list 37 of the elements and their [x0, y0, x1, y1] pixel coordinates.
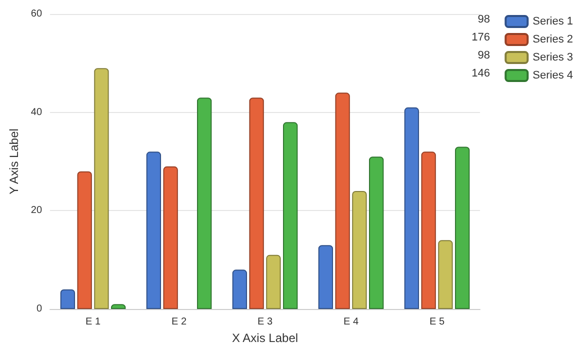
bar: [454, 146, 470, 309]
annotation: 146: [472, 68, 490, 80]
x-tick-label: E 3: [258, 316, 273, 328]
x-tick-label: E 5: [429, 316, 445, 328]
bar: [335, 92, 350, 309]
y-axis-title: Y Axis Label: [7, 128, 21, 194]
annotation: 98: [478, 14, 490, 26]
bar: [369, 156, 384, 309]
y-tick-label: 40: [30, 106, 42, 118]
x-tick-label: E 2: [172, 316, 187, 328]
x-tick-label: E 1: [86, 316, 101, 328]
bar: [352, 191, 367, 309]
bar: [404, 107, 420, 309]
legend-label: Series 2: [532, 34, 574, 46]
y-tick-label: 0: [36, 304, 42, 314]
bar: [77, 171, 92, 309]
bar: [438, 240, 453, 309]
bar: [197, 98, 212, 309]
bar: [146, 152, 162, 309]
x-axis-title: X Axis Label: [232, 330, 298, 345]
bar: [283, 122, 298, 309]
legend-label: Series 1: [532, 16, 574, 28]
y-tick-label: 60: [30, 8, 42, 20]
bar: [232, 270, 248, 309]
bar: [94, 68, 109, 309]
bar: [421, 152, 436, 309]
annotation: 98: [478, 50, 490, 62]
x-tick-label: E 4: [344, 316, 359, 328]
bar: [60, 289, 76, 309]
bar: [163, 166, 178, 309]
bar: [318, 245, 334, 309]
y-tick-label: 20: [30, 205, 42, 216]
legend-label: Series 4: [532, 70, 574, 82]
legend-label: Series 3: [532, 52, 574, 64]
bar: [266, 254, 281, 309]
annotation: 176: [472, 32, 490, 44]
bar: [249, 98, 264, 309]
